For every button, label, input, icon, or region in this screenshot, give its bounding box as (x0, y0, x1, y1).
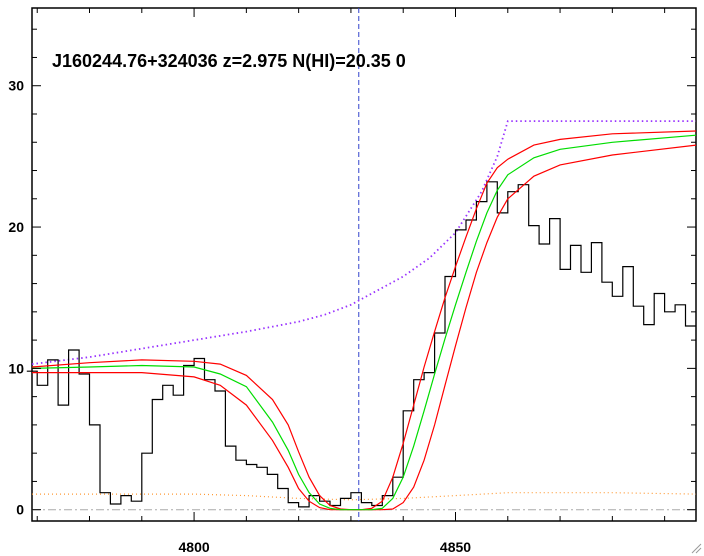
spectrum-line (26, 181, 696, 508)
resize-grip-icon[interactable] (690, 542, 702, 554)
continuum-line (31, 120, 696, 365)
axis-layer: 4800 4850 0 10 20 30 (8, 8, 696, 555)
x-tick-label: 4850 (440, 539, 471, 555)
fit-lower-line (32, 144, 697, 511)
error-line (32, 492, 697, 501)
series-layer (26, 8, 697, 521)
y-tick-label: 10 (8, 360, 24, 376)
fit-upper-line (31, 130, 697, 511)
y-tick-label: 30 (8, 78, 24, 94)
chart-title: J160244.76+324036 z=2.975 N(HI)=20.35 0 (52, 51, 406, 71)
plot-frame (31, 7, 697, 522)
y-tick-label: 0 (16, 502, 24, 518)
x-tick-label: 4800 (179, 539, 210, 555)
fit-line (31, 134, 697, 511)
y-tick-label: 20 (8, 219, 24, 235)
